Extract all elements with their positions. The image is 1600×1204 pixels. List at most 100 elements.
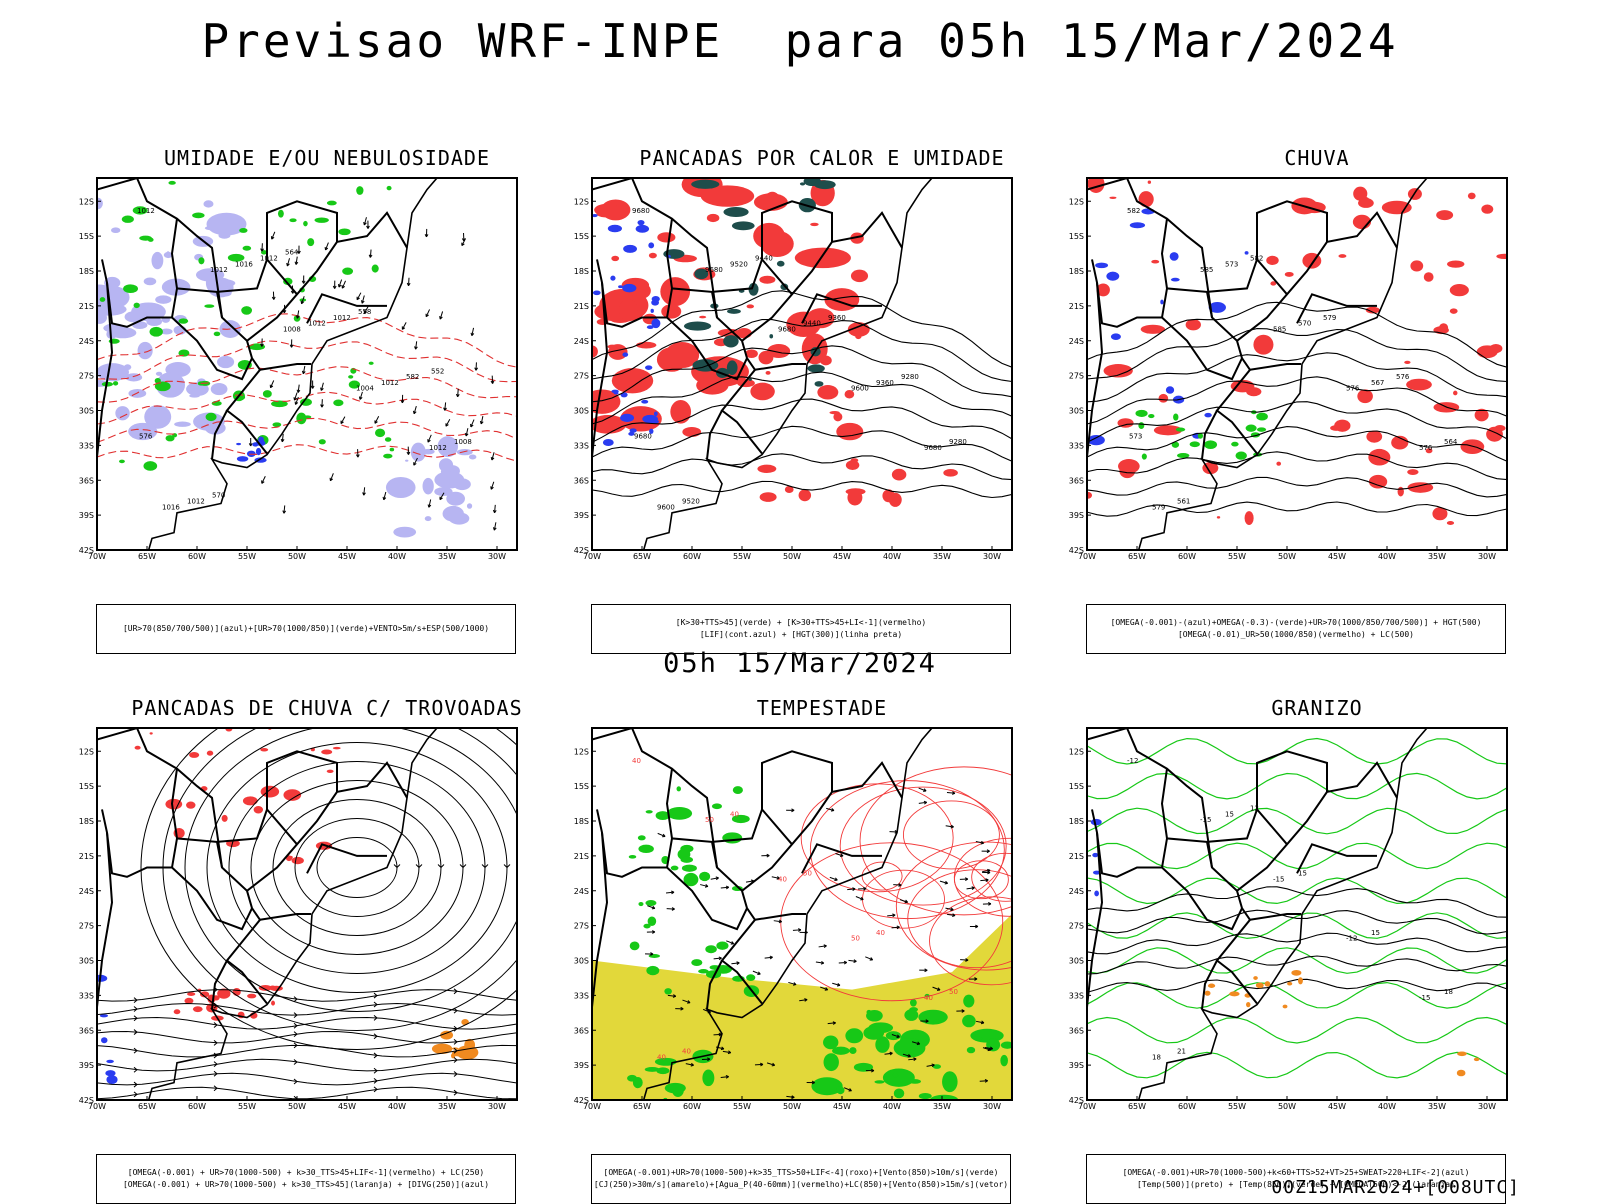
- lat-tick-label: 33S: [1069, 441, 1084, 450]
- wind-area: [698, 969, 709, 974]
- lat-tick-label: 36S: [574, 476, 589, 485]
- map-umidade: 1012101210081004101210161016101210121008…: [77, 174, 577, 594]
- contour-label: 567: [1371, 379, 1384, 387]
- lif-contour: [620, 414, 634, 422]
- contour-label: 585: [1273, 325, 1286, 333]
- main-title: Previsao WRF-INPE para 05h 15/Mar/2024: [0, 14, 1600, 68]
- wind-area: [910, 999, 917, 1007]
- wind-area: [746, 974, 755, 981]
- instability-blob: [817, 385, 838, 399]
- lif-contour: [651, 299, 659, 305]
- rain-blob: [1436, 210, 1453, 220]
- rain-blob: [1257, 427, 1266, 431]
- contour-label: 40: [778, 875, 787, 883]
- wind-area: [701, 875, 706, 879]
- streamline-arrow: [526, 865, 532, 868]
- rain-blob: [1494, 425, 1505, 431]
- humidity-blob: [425, 516, 432, 521]
- lat-tick-label: 21S: [1069, 302, 1084, 311]
- rain-blob: [1166, 386, 1174, 393]
- contour-label: -12: [1127, 757, 1138, 765]
- wind-area: [630, 941, 640, 950]
- instability-blob: [723, 207, 748, 217]
- legend-line: [OMEGA(-0.01)_UR>50(1000/850)(vermelho) …: [1087, 629, 1505, 641]
- omega-blob: [1246, 1002, 1250, 1007]
- rain-blob: [1190, 441, 1200, 447]
- lon-tick-label: 60W: [1178, 552, 1196, 561]
- contour-label: 9680: [778, 325, 796, 333]
- wind-area: [823, 1035, 838, 1049]
- lat-tick-label: 30S: [1069, 407, 1084, 416]
- instability-blob: [657, 347, 687, 372]
- lat-tick-label: 36S: [574, 1026, 589, 1035]
- lat-tick-label: 30S: [1069, 957, 1084, 966]
- rain-blob: [1246, 387, 1261, 396]
- lat-tick-label: 30S: [79, 957, 94, 966]
- contour-label: 576: [1419, 444, 1433, 452]
- lat-tick-label: 12S: [574, 747, 589, 756]
- contour-label: 9520: [682, 498, 700, 506]
- panel-legend: [UR>70(850/700/500)](azul)+[UR>70(1000/8…: [96, 604, 516, 654]
- humidity-contour-blob: [239, 228, 247, 233]
- contour-label: 570: [1298, 320, 1311, 328]
- wind-area: [671, 866, 679, 871]
- humidity-blob: [467, 503, 472, 509]
- wind-area: [919, 1093, 932, 1099]
- lat-tick-label: 39S: [574, 1061, 589, 1070]
- lat-tick-label: 39S: [79, 1061, 94, 1070]
- lif-contour: [618, 285, 623, 288]
- humidity-contour-blob: [150, 327, 163, 337]
- humidity-blob: [151, 252, 163, 269]
- legend-line: [OMEGA(-0.001)+UR>70(1000-500)+k<60+TTS>…: [1087, 1167, 1505, 1179]
- wind-area: [667, 807, 692, 820]
- contour-label: -15: [1419, 994, 1430, 1002]
- wind-area: [883, 1069, 915, 1087]
- lat-tick-label: 21S: [574, 852, 589, 861]
- wind-area: [733, 786, 743, 794]
- lat-tick-label: 21S: [574, 302, 589, 311]
- lon-tick-label: 60W: [1178, 1102, 1196, 1111]
- panel-legend: [OMEGA(-0.001) + UR>70(1000-500) + k>30_…: [96, 1154, 516, 1204]
- lif-contour: [603, 439, 614, 446]
- panel-title: TEMPESTADE: [572, 696, 1072, 720]
- instability-blob: [800, 182, 805, 185]
- instability-blob: [766, 371, 771, 375]
- instability-blob: [753, 223, 785, 249]
- instability-blob: [649, 253, 657, 259]
- omega-blob: [1283, 1005, 1288, 1009]
- wind-area: [824, 1053, 839, 1071]
- lon-tick-label: 40W: [388, 552, 406, 561]
- hail-blob: [1092, 853, 1098, 857]
- lat-tick-label: 33S: [1069, 991, 1084, 1000]
- lon-tick-label: 50W: [783, 1102, 801, 1111]
- lif-contour: [654, 411, 658, 416]
- wind-area: [845, 1028, 863, 1043]
- storm-blob: [189, 752, 199, 758]
- humidity-contour-blob: [289, 218, 296, 222]
- contour-label: 18: [1152, 1053, 1161, 1061]
- lon-tick-label: 50W: [1278, 1102, 1296, 1111]
- rain-blob: [1217, 516, 1220, 518]
- rain-blob: [1330, 425, 1342, 431]
- lon-tick-label: 35W: [438, 552, 456, 561]
- instability-blob: [757, 465, 776, 473]
- storm-blob: [271, 1001, 275, 1006]
- wind-area: [1000, 1055, 1008, 1066]
- panel-title: UMIDADE E/OU NEBULOSIDADE: [77, 146, 577, 170]
- humidity-blob: [434, 471, 464, 488]
- lif-contour: [622, 284, 636, 292]
- contour-label: -15: [1200, 816, 1211, 824]
- instability-blob: [611, 256, 619, 261]
- omega-blob: [1287, 982, 1292, 986]
- rain-blob: [1450, 284, 1469, 296]
- humidity-contour-blob: [342, 268, 353, 275]
- rain-blob: [1148, 414, 1154, 418]
- lat-tick-label: 12S: [1069, 747, 1084, 756]
- storm-blob: [193, 1006, 203, 1012]
- rain-blob: [1135, 410, 1147, 417]
- humidity-blob: [189, 394, 200, 397]
- instability-blob: [799, 489, 812, 501]
- instability-blob: [727, 309, 741, 314]
- rain-blob: [1176, 428, 1185, 432]
